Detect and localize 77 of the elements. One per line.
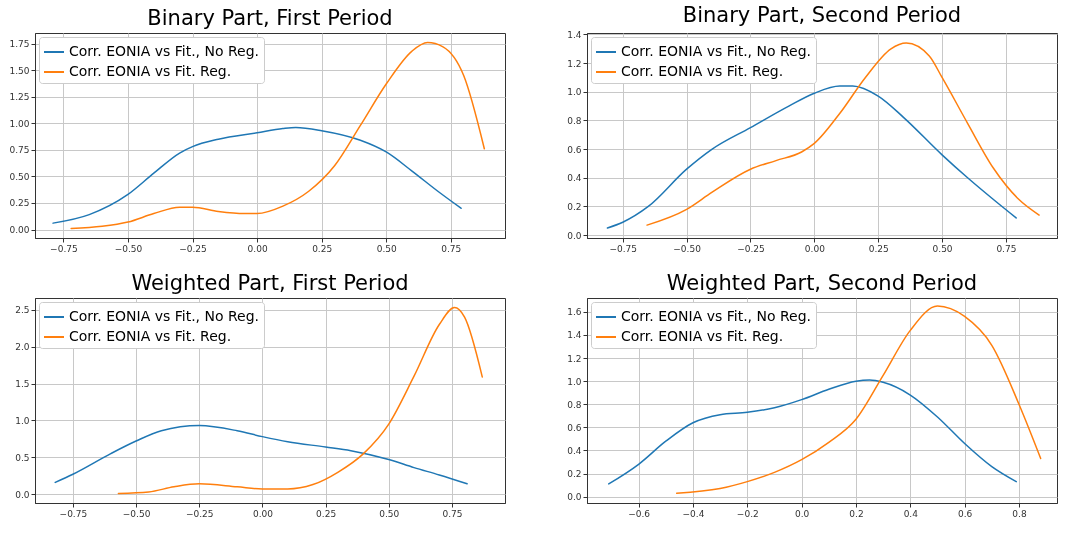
y-tick-label: 0.8 xyxy=(567,399,582,410)
y-tick-label: 2.0 xyxy=(15,342,30,353)
legend-label: Corr. EONIA vs Fit., No Reg. xyxy=(69,43,260,59)
y-tick-label: 0.0 xyxy=(567,492,582,503)
x-tick-label: −0.75 xyxy=(59,508,88,519)
chart-title: Binary Part, Second Period xyxy=(682,3,962,28)
x-tick-label: 0.00 xyxy=(804,243,826,254)
y-tick-label: 0.6 xyxy=(567,144,582,155)
x-tick-label: 0.2 xyxy=(849,508,864,519)
y-tick-label: 1.0 xyxy=(15,415,30,426)
y-tick-label: 1.50 xyxy=(9,65,30,76)
y-tick-label: 0.00 xyxy=(9,225,30,235)
x-tick-label: 0.00 xyxy=(247,243,268,254)
x-tick-label: −0.25 xyxy=(179,243,207,254)
y-tick-label: 1.0 xyxy=(567,87,582,98)
legend-label: Corr. EONIA vs Fit. Reg. xyxy=(69,63,232,79)
chart-title: Binary Part, First Period xyxy=(147,6,393,30)
x-tick-label: −0.25 xyxy=(737,243,765,254)
x-tick-label: 0.50 xyxy=(379,508,400,519)
x-tick-label: 0.75 xyxy=(441,243,462,254)
line-series xyxy=(54,424,468,485)
y-tick-label: 1.6 xyxy=(567,307,582,318)
x-tick-label: −0.6 xyxy=(628,508,651,519)
y-tick-label: 2.5 xyxy=(15,305,30,316)
legend-label: Corr. EONIA vs Fit. Reg. xyxy=(69,328,232,344)
y-tick-label: 1.2 xyxy=(567,353,582,364)
legend-label: Corr. EONIA vs Fit. Reg. xyxy=(621,328,784,344)
line-series xyxy=(70,41,486,230)
legend-label: Corr. EONIA vs Fit., No Reg. xyxy=(69,308,260,324)
x-tick-label: 0.75 xyxy=(996,243,1017,254)
y-tick-label: 1.4 xyxy=(567,29,582,40)
y-tick-label: 1.2 xyxy=(567,58,582,69)
line-series xyxy=(607,379,1017,485)
y-tick-label: 1.00 xyxy=(9,118,30,129)
y-tick-label: 1.25 xyxy=(9,92,30,103)
y-tick-label: 1.75 xyxy=(9,39,30,50)
y-tick-label: 0.4 xyxy=(567,173,582,184)
y-tick-label: 0.6 xyxy=(567,422,582,433)
x-tick-label: −0.4 xyxy=(682,508,705,519)
chart-title: Weighted Part, First Period xyxy=(131,271,409,295)
y-tick-label: 0.2 xyxy=(567,469,582,480)
y-tick-label: 0.2 xyxy=(567,201,582,212)
y-tick-label: 0.75 xyxy=(9,145,30,156)
x-tick-label: 0.25 xyxy=(316,508,337,519)
y-tick-label: 0.8 xyxy=(567,115,582,126)
x-tick-label: 0.00 xyxy=(252,508,274,519)
x-tick-label: −0.50 xyxy=(114,243,143,254)
x-tick-label: −0.50 xyxy=(673,243,702,254)
x-tick-label: 0.4 xyxy=(903,508,919,519)
x-tick-label: 0.8 xyxy=(1012,508,1027,519)
x-tick-label: −0.2 xyxy=(736,508,759,519)
x-tick-label: 0.50 xyxy=(932,243,953,254)
x-tick-label: 0.6 xyxy=(957,508,973,519)
y-tick-label: 0.25 xyxy=(9,198,30,209)
y-tick-label: 0.0 xyxy=(15,489,30,500)
legend-label: Corr. EONIA vs Fit., No Reg. xyxy=(621,43,812,59)
x-tick-label: −0.75 xyxy=(50,243,78,254)
x-tick-label: −0.25 xyxy=(185,508,214,519)
legend-label: Corr. EONIA vs Fit. Reg. xyxy=(621,63,784,79)
y-tick-label: 0.4 xyxy=(567,445,582,456)
y-tick-label: 0.5 xyxy=(15,452,30,463)
x-tick-label: 0.75 xyxy=(442,508,463,519)
x-tick-label: −0.50 xyxy=(122,508,151,519)
legend-label: Corr. EONIA vs Fit., No Reg. xyxy=(621,308,812,324)
y-tick-label: 1.5 xyxy=(15,379,30,390)
x-tick-label: 0.25 xyxy=(312,243,333,254)
x-tick-label: 0.0 xyxy=(794,508,810,519)
y-tick-label: 1.0 xyxy=(567,376,582,387)
chart-title: Weighted Part, Second Period xyxy=(666,271,978,295)
x-tick-label: −0.75 xyxy=(609,243,638,254)
line-series xyxy=(606,85,1017,229)
y-tick-label: 0.50 xyxy=(9,171,30,182)
x-tick-label: 0.25 xyxy=(868,243,889,254)
y-tick-label: 0.0 xyxy=(567,230,582,241)
y-tick-label: 1.4 xyxy=(567,330,582,341)
x-tick-label: 0.50 xyxy=(376,243,397,254)
line-series xyxy=(52,126,462,224)
